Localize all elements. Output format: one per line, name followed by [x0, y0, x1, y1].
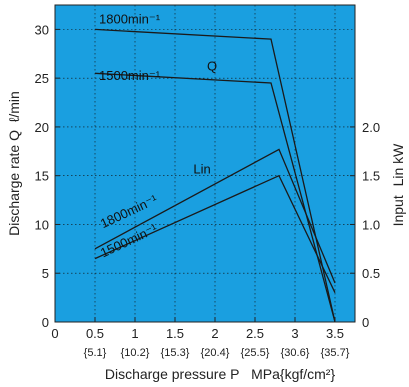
series-line-q	[94, 28, 336, 323]
data-series	[94, 28, 336, 323]
y-left-tick-label: 15	[35, 169, 49, 184]
x-tick-label: 0	[51, 326, 58, 341]
y-right-tick-label: 1.0	[362, 217, 380, 232]
x-tick-label: 2.5	[246, 326, 264, 341]
y-left-tick-label: 5	[42, 266, 49, 281]
series-line-lin	[94, 148, 336, 284]
y-right-tick-label: 0.5	[362, 266, 380, 281]
y-right-tick-label: 0	[362, 315, 369, 330]
y-right-tick-label: 2.0	[362, 120, 380, 135]
y-left-tick-label: 20	[35, 120, 49, 135]
x-axis-title: Discharge pressure P MPa{kgf/cm²}	[105, 366, 336, 382]
y-left-tick-label: 0	[42, 315, 49, 330]
curve-label-q-1500: 1500min⁻¹	[99, 68, 161, 83]
grid-lines	[55, 5, 355, 322]
x-secondary-tick-label: {10.2}	[121, 347, 150, 359]
y-left-tick-label: 10	[35, 217, 49, 232]
curve-label-q: Q	[207, 58, 217, 73]
series-line-lin	[94, 174, 336, 293]
x-tick-label: 2	[211, 326, 218, 341]
x-secondary-tick-label: {5.1}	[84, 347, 107, 359]
x-tick-label: 0.5	[86, 326, 104, 341]
y-right-tick-label: 1.5	[362, 169, 380, 184]
plot-area	[55, 5, 355, 322]
x-tick-label: 3	[291, 326, 298, 341]
curve-label-lin: Lin	[193, 162, 210, 177]
x-tick-label: 1	[131, 326, 138, 341]
y-left-tick-label: 25	[35, 71, 49, 86]
y-axis-right-title: Input Lin kW	[390, 143, 406, 227]
x-secondary-tick-label: {25.5}	[241, 347, 270, 359]
y-left-tick-label: 30	[35, 22, 49, 37]
curve-label-q-1800: 1800min⁻¹	[99, 12, 161, 27]
axis-ticks: 0 0.5 1 1.5 2 2.5 3 3.5 {5.1} {10.2} {15.3} {20.4} {…	[35, 22, 381, 359]
x-secondary-tick-label: {35.7}	[321, 347, 350, 359]
x-secondary-tick-label: {15.3}	[161, 347, 190, 359]
x-tick-label: 1.5	[166, 326, 184, 341]
x-secondary-tick-label: {20.4}	[201, 347, 230, 359]
plot-frame	[54, 4, 356, 323]
x-tick-label: 3.5	[326, 326, 344, 341]
y-axis-left-title: Discharge rate Q ℓ/min	[6, 91, 22, 236]
x-secondary-tick-label: {30.6}	[281, 347, 310, 359]
series-line-q	[94, 72, 336, 323]
